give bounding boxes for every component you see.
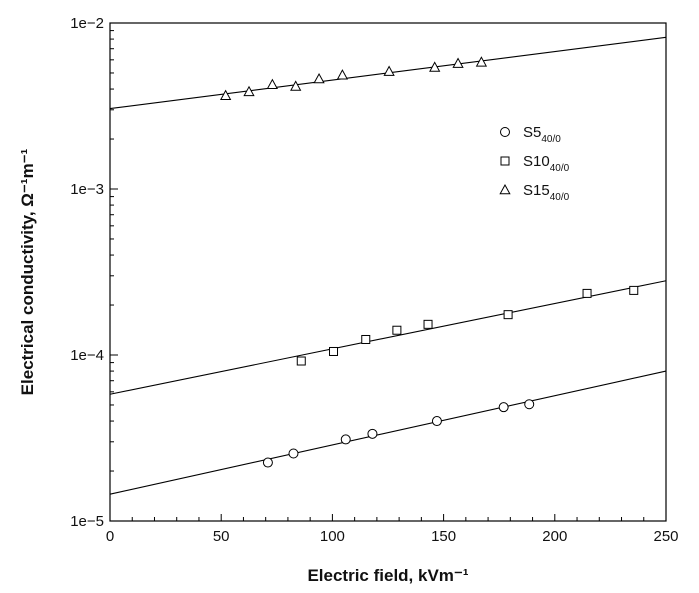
data-point-s10 xyxy=(629,285,639,295)
x-tick-label: 250 xyxy=(653,528,678,545)
data-point-s10 xyxy=(392,325,402,335)
legend-subscript-s10: 40/0 xyxy=(550,163,570,174)
data-point-s10 xyxy=(582,288,592,298)
x-axis-title: Electric field, kVm⁻¹ xyxy=(307,566,468,585)
data-point-s15 xyxy=(290,80,302,91)
y-tick-label: 1e−2 xyxy=(70,15,104,32)
legend-label-s10: S1040/0 xyxy=(523,153,570,174)
y-tick-label: 1e−4 xyxy=(70,347,104,364)
data-point-s5 xyxy=(262,457,273,468)
data-point-s10 xyxy=(361,334,371,344)
legend-subscript-s5: 40/0 xyxy=(541,134,561,145)
data-point-s15 xyxy=(266,78,278,89)
legend: S540/0 S1040/0 S1540/0 xyxy=(499,124,570,203)
data-points xyxy=(220,56,639,468)
data-point-s10 xyxy=(423,319,433,329)
y-axis-title: Electrical conductivity, Ω⁻¹m⁻¹ xyxy=(18,148,37,395)
data-point-s15 xyxy=(429,61,441,72)
fit-line-s5 xyxy=(109,370,667,495)
x-tick-label: 0 xyxy=(106,528,114,545)
data-point-s15 xyxy=(336,69,349,80)
x-tick-label: 100 xyxy=(320,528,345,545)
legend-marker-s5 xyxy=(500,127,510,137)
data-point-s5 xyxy=(524,399,535,410)
data-point-s10 xyxy=(329,346,339,356)
data-point-s5 xyxy=(340,434,351,445)
legend-label-s5: S540/0 xyxy=(523,124,561,145)
data-point-s10 xyxy=(503,310,513,320)
data-point-s15 xyxy=(243,85,255,97)
x-tick-label: 50 xyxy=(213,528,230,545)
data-point-s5 xyxy=(431,416,442,427)
axis-ticks: 0 50 100 150 200 250 1e−5 1e−4 1e−3 1e−2 xyxy=(70,15,678,545)
data-point-s15 xyxy=(313,72,325,84)
x-tick-label: 150 xyxy=(431,528,456,545)
y-tick-label: 1e−3 xyxy=(70,181,104,198)
data-point-s10 xyxy=(296,356,306,366)
plot-frame xyxy=(109,22,667,522)
legend-label-s15: S1540/0 xyxy=(523,182,570,203)
data-point-s5 xyxy=(367,428,378,439)
legend-marker-s15 xyxy=(499,183,511,195)
data-point-s15 xyxy=(452,57,464,68)
data-point-s15 xyxy=(220,89,232,100)
fit-lines xyxy=(109,36,667,495)
fit-line-s10 xyxy=(109,280,667,395)
data-point-s15 xyxy=(475,56,488,67)
x-tick-label: 200 xyxy=(542,528,567,545)
legend-marker-s10 xyxy=(500,156,510,166)
legend-subscript-s15: 40/0 xyxy=(550,192,570,203)
data-point-s5 xyxy=(288,448,299,459)
data-point-s5 xyxy=(498,402,509,413)
y-tick-label: 1e−5 xyxy=(70,513,104,530)
data-point-s15 xyxy=(383,65,395,76)
